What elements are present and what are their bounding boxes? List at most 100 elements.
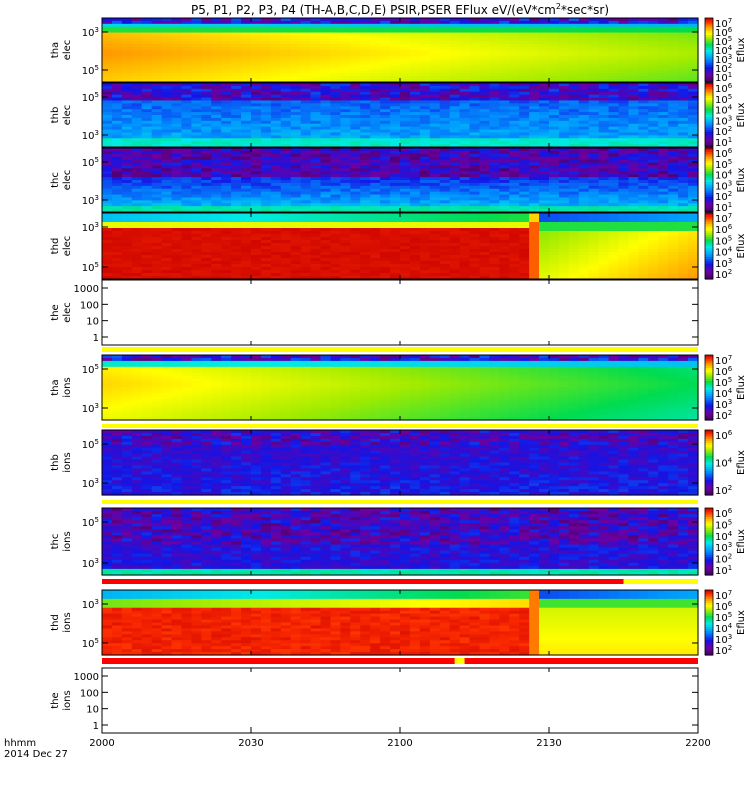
spectrogram-cell bbox=[370, 61, 381, 66]
spectrogram-cell bbox=[429, 126, 441, 131]
spectrogram-cell bbox=[588, 35, 600, 39]
spectrogram-cell bbox=[390, 29, 401, 34]
spectrogram-cell bbox=[638, 141, 649, 145]
spectrogram-cell bbox=[260, 206, 272, 210]
spectrogram-cell bbox=[121, 191, 133, 196]
spectrogram-cell bbox=[549, 35, 560, 39]
spectrogram-cell bbox=[608, 209, 620, 213]
spectrogram-cell bbox=[509, 23, 520, 28]
spectrogram-cell bbox=[489, 206, 500, 210]
spectrogram-cell bbox=[181, 83, 192, 87]
spectrogram-cell bbox=[340, 100, 351, 104]
spectrogram-cell bbox=[439, 188, 451, 193]
spectrogram-cell bbox=[370, 243, 381, 247]
spectrogram-cell bbox=[181, 209, 192, 213]
spectrogram-cell bbox=[231, 273, 242, 277]
spectrogram-cell bbox=[489, 174, 500, 178]
spectrogram-cell bbox=[191, 216, 202, 220]
spectrogram-cell bbox=[102, 264, 113, 268]
spectrogram-cell bbox=[231, 18, 242, 22]
spectrogram-cell bbox=[380, 222, 391, 226]
spectrogram-cell bbox=[638, 94, 649, 99]
spectrogram-cell bbox=[310, 185, 322, 190]
spectrogram-cell bbox=[469, 97, 481, 102]
spectrogram-cell bbox=[300, 206, 312, 210]
spectrogram-cell bbox=[161, 100, 173, 104]
spectrogram-cell bbox=[429, 38, 441, 42]
spectrogram-cell bbox=[340, 29, 351, 34]
spectrogram-cell bbox=[638, 177, 649, 181]
spectrogram-cell bbox=[449, 50, 461, 54]
spectrogram-cell bbox=[469, 270, 481, 274]
spectrogram-cell bbox=[241, 206, 252, 210]
spectrogram-cell bbox=[519, 106, 530, 110]
spectrogram-cell bbox=[608, 85, 620, 90]
spectrogram-cell bbox=[409, 58, 421, 63]
spectrogram-cell bbox=[479, 264, 490, 268]
spectrogram-cell bbox=[449, 123, 461, 128]
spectrogram-cell bbox=[350, 252, 361, 256]
spectrogram-cell bbox=[181, 171, 192, 175]
spectrogram-cell bbox=[131, 106, 143, 110]
spectrogram-cell bbox=[360, 200, 371, 204]
spectrogram-cell bbox=[558, 83, 570, 87]
spectrogram-cell bbox=[310, 23, 322, 28]
spectrogram-cell bbox=[201, 138, 212, 142]
spectrogram-cell bbox=[489, 168, 500, 172]
spectrogram-cell bbox=[310, 231, 322, 235]
spectrogram-cell bbox=[320, 258, 332, 262]
spectrogram-cell bbox=[529, 191, 540, 196]
spectrogram-cell bbox=[499, 106, 510, 110]
spectrogram-cell bbox=[231, 61, 242, 66]
spectrogram-cell bbox=[400, 91, 411, 96]
spectrogram-cell bbox=[489, 135, 500, 139]
spectrogram-cell bbox=[638, 38, 649, 42]
spectrogram-cell bbox=[539, 103, 550, 107]
spectrogram-cell bbox=[558, 117, 570, 122]
spectrogram-cell bbox=[400, 200, 411, 204]
spectrogram-cell bbox=[340, 20, 351, 25]
spectrogram-cell bbox=[578, 70, 590, 74]
spectrogram-cell bbox=[598, 132, 610, 136]
spectrogram-cell bbox=[300, 41, 312, 45]
colorbar-cell bbox=[705, 144, 713, 148]
spectrogram-cell bbox=[121, 246, 133, 250]
spectrogram-cell bbox=[330, 237, 341, 241]
spectrogram-cell bbox=[201, 255, 212, 259]
spectrogram-cell bbox=[241, 276, 252, 280]
spectrogram-cell bbox=[638, 203, 649, 207]
spectrogram-cell bbox=[350, 100, 361, 104]
spectrogram-cell bbox=[211, 243, 222, 247]
spectrogram-cell bbox=[400, 47, 411, 51]
spectrogram-cell bbox=[290, 18, 302, 22]
spectrogram-cell bbox=[121, 174, 133, 178]
spectrogram-cell bbox=[400, 73, 411, 77]
spectrogram-cell bbox=[459, 88, 471, 93]
spectrogram-cell bbox=[558, 88, 570, 93]
spectrogram-cell bbox=[459, 225, 471, 229]
spectrogram-cell bbox=[360, 185, 371, 190]
colorbar-cell bbox=[705, 167, 713, 170]
spectrogram-cell bbox=[459, 188, 471, 193]
spectrogram-cell bbox=[588, 79, 600, 83]
spectrogram-cell bbox=[628, 148, 639, 152]
spectrogram-cell bbox=[529, 109, 540, 113]
spectrogram-cell bbox=[568, 64, 580, 69]
spectrogram-cell bbox=[558, 206, 570, 210]
spectrogram-cell bbox=[479, 70, 490, 74]
spectrogram-cell bbox=[231, 29, 242, 34]
spectrogram-cell bbox=[161, 185, 173, 190]
spectrogram-cell bbox=[648, 35, 659, 39]
spectrogram-cell bbox=[161, 228, 173, 232]
spectrogram-cell bbox=[618, 132, 630, 136]
spectrogram-cell bbox=[151, 50, 163, 54]
spectrogram-cell bbox=[588, 185, 600, 190]
spectrogram-cell bbox=[111, 138, 123, 142]
spectrogram-cell bbox=[320, 209, 332, 213]
spectrogram-cell bbox=[459, 41, 471, 45]
spectrogram-cell bbox=[678, 79, 689, 83]
spectrogram-cell bbox=[181, 255, 192, 259]
spectrogram-cell bbox=[449, 197, 461, 201]
spectrogram-cell bbox=[539, 23, 550, 28]
